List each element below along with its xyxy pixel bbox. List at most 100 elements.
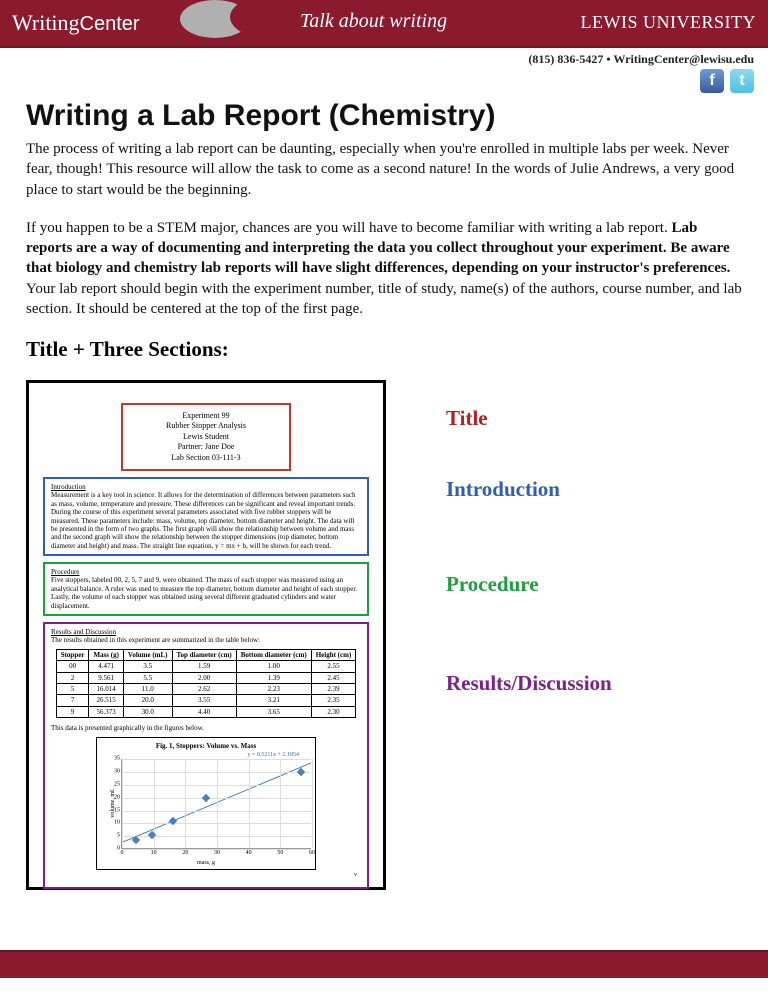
table-cell: 2: [56, 672, 89, 683]
proc-heading: Procedure: [51, 568, 79, 576]
para2-lead: If you happen to be a STEM major, chance…: [26, 220, 671, 236]
diagram-row: Experiment 99 Rubber Stopper Analysis Le…: [26, 380, 742, 890]
intro-text: Measurement is a key tool in science. It…: [51, 491, 355, 549]
y-tick-label: 35: [114, 756, 122, 763]
table-cell: 1.00: [236, 661, 311, 672]
section-labels-column: Title Introduction Procedure Results/Dis…: [446, 380, 612, 696]
logo-word1: Writing: [12, 10, 80, 36]
social-row: f t: [0, 69, 768, 99]
table-cell: 2.35: [311, 695, 356, 706]
table-cell: 2.30: [311, 706, 356, 717]
table-cell: 1.59: [172, 661, 236, 672]
y-tick-label: 20: [114, 794, 122, 801]
results-table: StopperMass (g)Volume (mL)Top diameter (…: [56, 649, 357, 718]
y-tick-label: 30: [114, 768, 122, 775]
intro-paragraph-2: If you happen to be a STEM major, chance…: [26, 218, 742, 319]
table-cell: 11.0: [123, 683, 172, 694]
chart-figure: Fig. 1, Stoppers: Volume vs. Mass y = 0.…: [96, 737, 316, 871]
title-line: Experiment 99: [131, 411, 281, 421]
graph-note: This data is presented graphically in th…: [51, 724, 361, 732]
table-header: Top diameter (cm): [172, 649, 236, 660]
table-cell: 9: [56, 706, 89, 717]
table-header: Mass (g): [89, 649, 123, 660]
chart-title: Fig. 1, Stoppers: Volume vs. Mass: [103, 742, 309, 750]
chart-plot-area: 051015202530350102030405060: [121, 759, 311, 849]
footer-bar: [0, 950, 768, 978]
table-cell: 4.471: [89, 661, 123, 672]
x-tick-label: 40: [246, 848, 252, 857]
header-band: WritingCenter Talk about writing LEWIS U…: [0, 0, 768, 48]
title-line: Partner: Jane Doe: [131, 442, 281, 452]
title-line: Lewis Student: [131, 432, 281, 442]
table-header: Stopper: [56, 649, 89, 660]
x-tick-label: 0: [121, 848, 124, 857]
x-tick-label: 30: [214, 848, 220, 857]
table-cell: 9.561: [89, 672, 123, 683]
table-cell: 2.45: [311, 672, 356, 683]
table-cell: 3.5: [123, 661, 172, 672]
page-title: Writing a Lab Report (Chemistry): [26, 99, 742, 133]
x-tick-label: 60: [309, 848, 315, 857]
table-cell: 1.39: [236, 672, 311, 683]
twitter-icon[interactable]: t: [730, 69, 754, 93]
table-cell: 3.55: [172, 695, 236, 706]
y-tick-label: 10: [114, 820, 122, 827]
x-axis-label: mass, g: [197, 860, 215, 867]
table-cell: 20.0: [123, 695, 172, 706]
table-cell: 7: [56, 695, 89, 706]
table-header: Bottom diameter (cm): [236, 649, 311, 660]
site-logo: WritingCenter: [12, 10, 140, 36]
table-cell: 2.00: [172, 672, 236, 683]
proc-text: Five stoppers, labeled 00, 2, 5, 7 and 9…: [51, 576, 357, 609]
label-results: Results/Discussion: [446, 671, 612, 696]
intro-heading: Introduction: [51, 483, 86, 491]
label-title: Title: [446, 406, 612, 431]
table-row: 726.51520.03.553.212.35: [56, 695, 356, 706]
table-cell: 5: [56, 683, 89, 694]
contact-info: (815) 836-5427 • WritingCenter@lewisu.ed…: [0, 48, 768, 69]
sample-title-box: Experiment 99 Rubber Stopper Analysis Le…: [121, 403, 291, 471]
facebook-icon[interactable]: f: [700, 69, 724, 93]
section-heading: Title + Three Sections:: [26, 337, 742, 362]
table-cell: 3.65: [236, 706, 311, 717]
results-intro: The results obtained in this experiment …: [51, 636, 260, 644]
table-cell: 26.515: [89, 695, 123, 706]
table-cell: 4.40: [172, 706, 236, 717]
logo-word2: Center: [80, 13, 140, 36]
table-header: Height (cm): [311, 649, 356, 660]
para2-tail: Your lab report should begin with the ex…: [26, 281, 742, 317]
x-tick-label: 10: [151, 848, 157, 857]
chart-equation: y = 0.5211x + 2.1854: [103, 752, 299, 759]
table-row: 956.37330.04.403.652.30: [56, 706, 356, 717]
header-tagline: Talk about writing: [300, 10, 447, 33]
sample-lab-report: Experiment 99 Rubber Stopper Analysis Le…: [26, 380, 386, 890]
university-name: LEWIS UNIVERSITY: [581, 12, 756, 33]
page-corner-mark: v: [51, 872, 361, 879]
y-tick-label: 25: [114, 781, 122, 788]
sample-results-box: Results and Discussion The results obtai…: [43, 622, 369, 889]
table-cell: 5.5: [123, 672, 172, 683]
table-cell: 2.55: [311, 661, 356, 672]
table-cell: 2.39: [311, 683, 356, 694]
label-introduction: Introduction: [446, 477, 612, 502]
table-cell: 16.014: [89, 683, 123, 694]
y-tick-label: 15: [114, 807, 122, 814]
title-line: Rubber Stopper Analysis: [131, 421, 281, 431]
table-cell: 56.373: [89, 706, 123, 717]
table-cell: 2.23: [236, 683, 311, 694]
label-procedure: Procedure: [446, 572, 612, 597]
table-cell: 00: [56, 661, 89, 672]
table-row: 516.01411.02.622.232.39: [56, 683, 356, 694]
main-content: Writing a Lab Report (Chemistry) The pro…: [0, 99, 768, 910]
results-heading: Results and Discussion: [51, 628, 116, 636]
table-row: 004.4713.51.591.002.55: [56, 661, 356, 672]
table-cell: 3.21: [236, 695, 311, 706]
title-line: Lab Section 03-111-3: [131, 453, 281, 463]
table-cell: 30.0: [123, 706, 172, 717]
table-cell: 2.62: [172, 683, 236, 694]
x-tick-label: 50: [277, 848, 283, 857]
intro-paragraph-1: The process of writing a lab report can …: [26, 139, 742, 200]
table-header: Volume (mL): [123, 649, 172, 660]
x-tick-label: 20: [182, 848, 188, 857]
sample-procedure-box: Procedure Five stoppers, labeled 00, 2, …: [43, 562, 369, 616]
